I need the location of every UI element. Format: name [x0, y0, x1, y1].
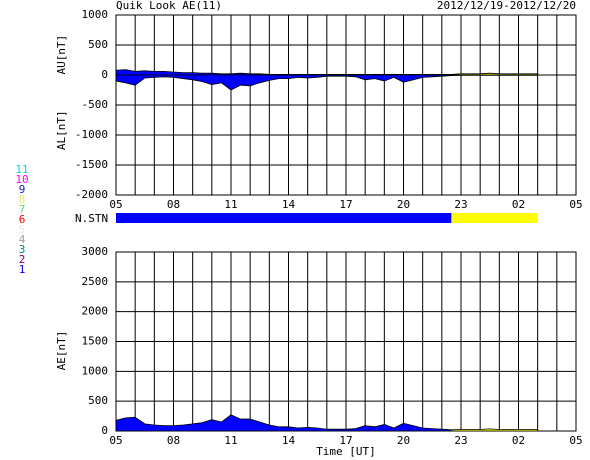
x-tick-label: 08	[167, 198, 180, 211]
nstn-segment	[116, 213, 452, 223]
x-tick-label: 11	[224, 198, 237, 211]
y-tick-label: 500	[88, 38, 108, 51]
station-legend-label: 5	[19, 223, 26, 236]
x-tick-label: 23	[454, 434, 467, 447]
y-axis-label: AL[nT]	[55, 110, 68, 150]
nstn-segment	[451, 213, 538, 223]
x-tick-label: 17	[339, 434, 352, 447]
nstn-label: N.STN	[75, 212, 108, 225]
station-legend-label: 7	[19, 203, 26, 216]
x-tick-label: 05	[109, 434, 122, 447]
station-legend-label: 11	[15, 163, 28, 176]
x-tick-label: 05	[569, 434, 582, 447]
y-tick-label: 0	[101, 424, 108, 437]
y-tick-label: 1000	[82, 364, 109, 377]
x-axis-label: Time [UT]	[316, 445, 376, 458]
x-tick-label: 23	[454, 198, 467, 211]
y-tick-label: -1500	[75, 158, 108, 171]
station-legend-label: 6	[19, 213, 26, 226]
y-tick-label: -1000	[75, 128, 108, 141]
x-tick-label: 02	[512, 198, 525, 211]
x-tick-label: 08	[167, 434, 180, 447]
x-tick-label: 14	[282, 198, 296, 211]
y-axis-label: AU[nT]	[55, 35, 68, 75]
y-tick-label: 1500	[82, 335, 109, 348]
station-legend-label: 2	[19, 253, 26, 266]
station-legend-label: 8	[19, 193, 26, 206]
y-tick-label: 3000	[82, 245, 109, 258]
y-tick-label: 0	[101, 68, 108, 81]
station-legend-label: 9	[19, 183, 26, 196]
y-tick-label: 1000	[82, 8, 109, 21]
x-tick-label: 17	[339, 198, 352, 211]
chart-title: Quik Look AE(11)	[116, 0, 222, 12]
x-tick-label: 05	[569, 198, 582, 211]
area-al	[115, 74, 539, 91]
station-legend-label: 3	[19, 243, 26, 256]
x-tick-label: 14	[282, 434, 296, 447]
x-tick-label: 20	[397, 434, 410, 447]
area-au	[115, 69, 539, 76]
y-tick-label: -500	[82, 98, 109, 111]
station-legend-label: 4	[19, 233, 26, 246]
station-legend-label: 1	[19, 263, 26, 276]
y-tick-label: 2500	[82, 275, 109, 288]
y-tick-label: 500	[88, 394, 108, 407]
x-tick-label: 11	[224, 434, 237, 447]
x-tick-label: 05	[109, 198, 122, 211]
x-tick-label: 02	[512, 434, 525, 447]
area-ae	[115, 414, 539, 432]
y-axis-label: AE[nT]	[55, 331, 68, 371]
y-tick-label: -2000	[75, 188, 108, 201]
x-tick-label: 20	[397, 198, 410, 211]
y-tick-label: 2000	[82, 305, 109, 318]
station-legend-label: 10	[15, 173, 28, 186]
date-range: 2012/12/19-2012/12/20	[437, 0, 576, 12]
